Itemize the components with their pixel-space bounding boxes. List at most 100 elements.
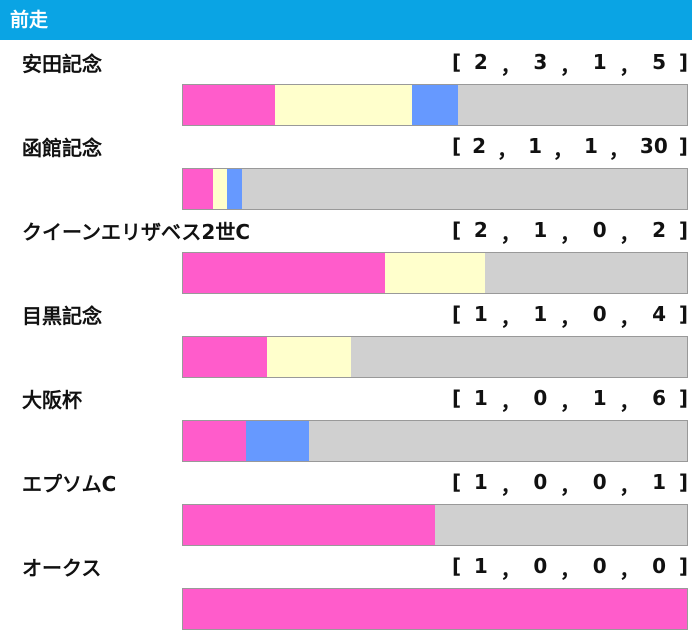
race-record: [1 ， 1 ， 0 ， 4]: [452, 302, 688, 331]
page-title: 前走: [10, 9, 49, 31]
record-close-bracket: ]: [678, 554, 688, 578]
record-separator: ，: [619, 474, 640, 498]
record-value: 5: [652, 50, 667, 74]
record-value: 3: [533, 50, 548, 74]
bar-segment-thirds: [412, 85, 458, 125]
bar-segment-seconds: [274, 85, 413, 125]
record-value: 1: [473, 554, 488, 578]
record-open-bracket: [: [452, 134, 462, 158]
record-value: 1: [533, 302, 548, 326]
record-value: 1: [473, 302, 488, 326]
race-row: 大阪杯 [1 ， 0 ， 1 ， 6]: [0, 378, 692, 462]
record-separator: ，: [500, 390, 521, 414]
record-separator: ，: [552, 138, 573, 162]
record-value: 30: [639, 134, 668, 158]
record-value: 2: [652, 218, 667, 242]
record-value: 1: [583, 134, 598, 158]
record-value: 1: [533, 218, 548, 242]
record-value: 0: [533, 386, 548, 410]
result-bar: [182, 168, 688, 210]
race-row: 安田記念 [2 ， 3 ， 1 ， 5]: [0, 42, 692, 126]
record-separator: ，: [559, 390, 580, 414]
record-separator: ，: [559, 222, 580, 246]
header-bar: 前走: [0, 0, 692, 40]
record-separator: ，: [619, 558, 640, 582]
bar-segment-thirds: [246, 421, 309, 461]
result-bar: [182, 252, 688, 294]
record-open-bracket: [: [452, 302, 462, 326]
record-value: 0: [533, 554, 548, 578]
bar-segment-seconds: [267, 337, 351, 377]
bar-segment-wins: [183, 505, 435, 545]
record-open-bracket: [: [452, 554, 462, 578]
race-row: クイーンエリザベス2世C [2 ， 1 ， 0 ， 2]: [0, 210, 692, 294]
record-close-bracket: ]: [678, 470, 688, 494]
race-row: オークス [1 ， 0 ， 0 ， 0]: [0, 546, 692, 630]
record-open-bracket: [: [452, 470, 462, 494]
record-value: 1: [473, 386, 488, 410]
record-value: 0: [592, 302, 607, 326]
race-name: オークス: [22, 556, 102, 580]
race-row: 目黒記念 [1 ， 1 ， 0 ， 4]: [0, 294, 692, 378]
record-value: 0: [592, 218, 607, 242]
race-name: 安田記念: [22, 52, 102, 76]
record-value: 0: [592, 554, 607, 578]
race-record: [2 ， 1 ， 0 ， 2]: [452, 218, 688, 247]
race-row: 函館記念 [2 ， 1 ， 1 ， 30]: [0, 126, 692, 210]
race-record: [1 ， 0 ， 0 ， 0]: [452, 554, 688, 583]
record-separator: ，: [559, 558, 580, 582]
record-open-bracket: [: [452, 386, 462, 410]
race-record: [2 ， 3 ， 1 ， 5]: [452, 50, 688, 79]
record-value: 1: [592, 50, 607, 74]
bar-segment-wins: [183, 589, 687, 629]
record-close-bracket: ]: [678, 302, 688, 326]
result-bar: [182, 504, 688, 546]
record-value: 2: [472, 134, 487, 158]
record-close-bracket: ]: [678, 134, 688, 158]
record-value: 1: [473, 470, 488, 494]
bar-segment-wins: [183, 85, 275, 125]
record-value: 0: [533, 470, 548, 494]
bar-segment-seconds: [384, 253, 486, 293]
record-value: 0: [592, 470, 607, 494]
race-name: 函館記念: [22, 136, 102, 160]
record-separator: ，: [497, 138, 518, 162]
bar-segment-seconds: [212, 169, 228, 209]
record-separator: ，: [619, 306, 640, 330]
record-separator: ，: [500, 222, 521, 246]
race-name: 目黒記念: [22, 304, 102, 328]
bar-segment-wins: [183, 337, 267, 377]
record-close-bracket: ]: [678, 218, 688, 242]
race-record: [1 ， 0 ， 1 ， 6]: [452, 386, 688, 415]
race-record: [2 ， 1 ， 1 ， 30]: [452, 134, 688, 163]
race-name: エプソムC: [22, 472, 117, 496]
record-close-bracket: ]: [678, 386, 688, 410]
result-bar: [182, 420, 688, 462]
record-open-bracket: [: [452, 50, 462, 74]
record-value: 2: [473, 218, 488, 242]
record-close-bracket: ]: [678, 50, 688, 74]
result-bar: [182, 336, 688, 378]
record-separator: ，: [500, 54, 521, 78]
record-separator: ，: [619, 222, 640, 246]
race-name: クイーンエリザベス2世C: [22, 220, 250, 244]
race-name: 大阪杯: [22, 388, 82, 412]
bar-segment-wins: [183, 169, 213, 209]
bar-segment-wins: [183, 421, 246, 461]
record-separator: ，: [608, 138, 629, 162]
bar-segment-thirds: [227, 169, 243, 209]
record-value: 2: [473, 50, 488, 74]
record-value: 1: [652, 470, 667, 494]
record-value: 1: [528, 134, 542, 158]
record-separator: ，: [500, 474, 521, 498]
record-separator: ，: [500, 306, 521, 330]
record-value: 4: [652, 302, 667, 326]
record-separator: ，: [559, 306, 580, 330]
record-value: 0: [652, 554, 667, 578]
record-separator: ，: [500, 558, 521, 582]
race-row: エプソムC [1 ， 0 ， 0 ， 1]: [0, 462, 692, 546]
result-bar: [182, 84, 688, 126]
bar-segment-wins: [183, 253, 385, 293]
record-separator: ，: [559, 474, 580, 498]
record-value: 1: [592, 386, 607, 410]
